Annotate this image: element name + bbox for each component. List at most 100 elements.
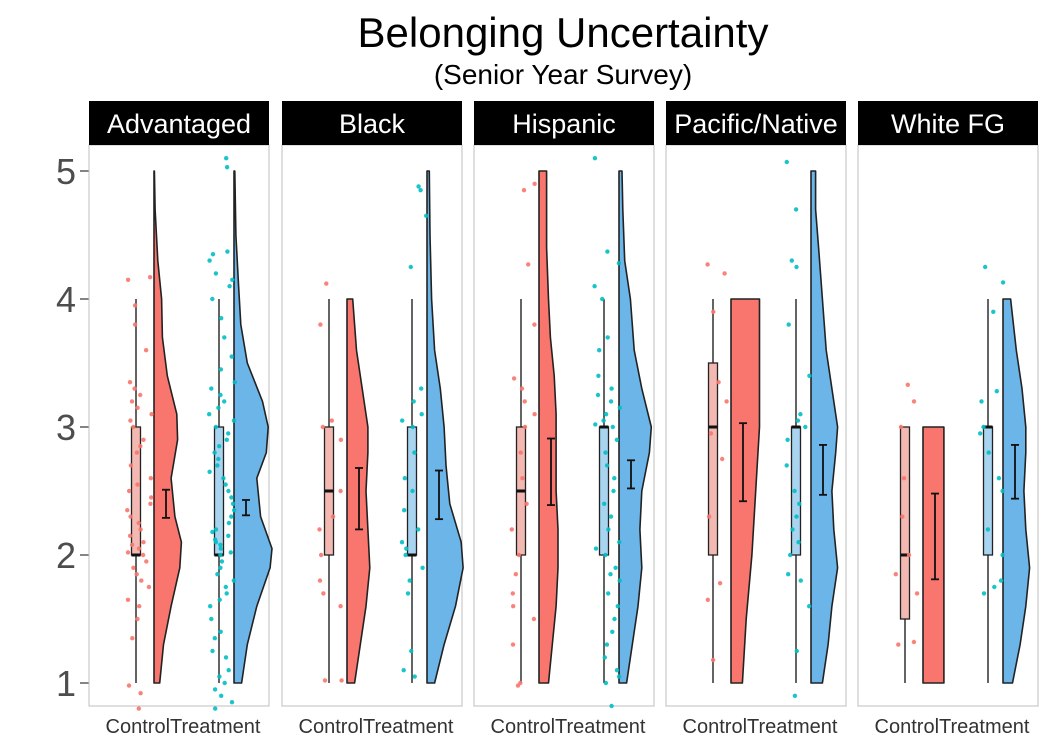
data-point-control [141, 540, 146, 545]
data-point-treatment [603, 680, 609, 686]
data-point-treatment [218, 542, 223, 547]
data-point-control [129, 542, 135, 547]
data-point-control [722, 271, 727, 276]
y-tick-label: 4 [56, 279, 76, 320]
data-point-treatment [404, 546, 409, 551]
data-point-treatment [592, 284, 597, 289]
data-point-treatment [610, 629, 615, 634]
x-tick-control: Control [299, 716, 363, 738]
data-point-control [128, 418, 133, 423]
data-point-control [532, 412, 537, 417]
data-point-treatment [593, 422, 598, 427]
data-point-treatment [419, 412, 424, 417]
violin-treatment [1002, 298, 1031, 684]
data-point-treatment [230, 277, 235, 282]
data-point-control [513, 572, 518, 577]
data-point-control [329, 418, 334, 423]
data-point-treatment [418, 188, 423, 193]
data-point-control [339, 678, 344, 683]
data-point-treatment [792, 693, 798, 698]
data-point-treatment [608, 514, 614, 519]
facet-panel: Pacific/Native ControlTreatment [665, 101, 847, 738]
data-point-control [519, 386, 525, 391]
data-point-treatment [784, 463, 789, 468]
data-point-control [509, 527, 514, 532]
data-point-control [526, 262, 531, 267]
facet-strip-label: White FG [891, 109, 1005, 139]
data-point-treatment [786, 572, 791, 577]
data-point-treatment [229, 700, 235, 705]
data-point-treatment [616, 674, 622, 679]
data-point-treatment [407, 578, 412, 583]
data-point-control [138, 527, 143, 532]
data-point-treatment [218, 565, 223, 570]
data-point-treatment [797, 501, 802, 506]
data-point-control [129, 399, 135, 404]
facet-strip [474, 101, 654, 145]
data-point-treatment [592, 156, 598, 161]
data-point-control [900, 514, 905, 519]
data-point-treatment [213, 537, 218, 542]
data-point-treatment [793, 207, 799, 212]
data-point-treatment [229, 514, 234, 519]
data-point-treatment [593, 546, 599, 551]
facet-panels: AdvantagedControlTreatmentBlackControlTr… [88, 101, 1039, 738]
data-point-control [521, 188, 527, 193]
data-point-treatment [218, 552, 223, 558]
data-point-control [524, 501, 529, 506]
x-tick-control: Control [875, 716, 939, 738]
data-point-treatment [216, 456, 221, 462]
data-point-treatment [420, 565, 425, 570]
data-point-treatment [597, 348, 602, 353]
data-point-control [125, 508, 130, 513]
data-point-treatment [224, 437, 229, 442]
data-point-control [128, 463, 134, 468]
data-point-control [522, 424, 528, 430]
data-point-treatment [1000, 488, 1005, 494]
data-point-control [134, 450, 140, 455]
data-point-control [141, 437, 146, 442]
data-point-control [136, 546, 142, 551]
data-point-treatment [231, 418, 237, 423]
data-point-control [914, 591, 920, 596]
facet-panel: Black ControlTreatment [281, 101, 464, 738]
data-point-treatment [785, 437, 790, 442]
data-point-treatment [222, 335, 227, 340]
data-point-control [136, 706, 141, 711]
data-point-control [906, 552, 912, 558]
data-point-treatment [605, 335, 610, 340]
data-point-control [126, 488, 132, 494]
data-point-treatment [798, 578, 803, 583]
data-point-control [710, 657, 716, 663]
data-point-control [511, 376, 517, 381]
data-point-treatment [615, 604, 620, 609]
data-point-treatment [227, 284, 232, 289]
data-point-control [338, 488, 343, 494]
data-point-treatment [232, 508, 237, 513]
data-point-treatment [786, 322, 791, 327]
violin-control [153, 170, 183, 684]
data-point-treatment [412, 450, 417, 455]
data-point-treatment [614, 668, 620, 673]
data-point-control [711, 309, 716, 314]
data-point-treatment [617, 405, 622, 410]
data-point-control [318, 322, 323, 327]
box-treatment [982, 426, 994, 556]
data-point-control [716, 380, 721, 385]
data-point-treatment [219, 693, 224, 698]
data-point-control [330, 514, 336, 519]
data-point-control [522, 399, 527, 404]
violin-treatment [618, 170, 653, 684]
data-point-treatment [424, 213, 429, 218]
facet-strip-label: Pacific/Native [674, 109, 838, 139]
data-point-treatment [616, 261, 622, 266]
data-point-treatment [795, 418, 801, 423]
data-point-treatment [596, 373, 601, 378]
data-point-treatment [223, 655, 229, 660]
data-point-treatment [410, 488, 415, 494]
data-point-treatment [978, 431, 983, 436]
data-point-treatment [207, 258, 212, 263]
data-point-treatment [614, 437, 620, 442]
y-tick-label: 5 [56, 151, 76, 192]
data-point-control [320, 424, 325, 430]
